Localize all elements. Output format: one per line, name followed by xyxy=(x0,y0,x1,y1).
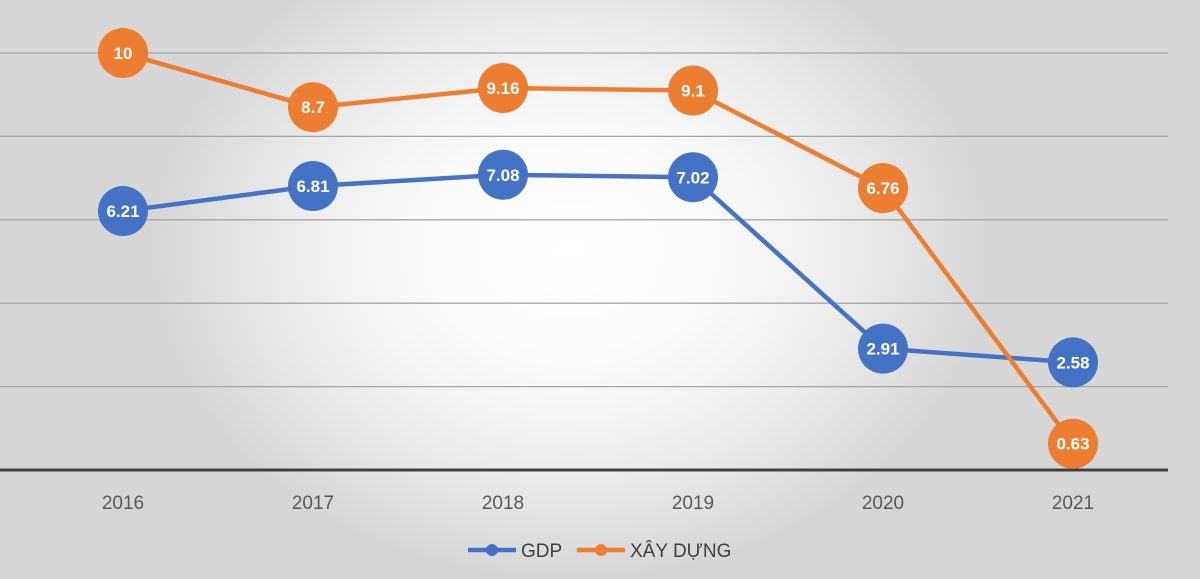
data-point xyxy=(668,65,718,116)
gridlines xyxy=(0,52,1168,388)
data-point xyxy=(478,149,528,200)
data-label: 7.02 xyxy=(676,168,709,187)
data-point xyxy=(98,28,148,78)
data-point xyxy=(478,63,528,114)
data-point xyxy=(1048,337,1098,388)
data-label: 10 xyxy=(114,44,133,63)
legend-dot-marker xyxy=(486,544,498,556)
legend-dot-marker xyxy=(595,544,607,556)
legend-label: XÂY DỰNG xyxy=(630,540,731,562)
x-tick-label: 2019 xyxy=(672,493,714,514)
x-tick-label: 2016 xyxy=(102,493,144,514)
data-point xyxy=(98,186,148,237)
data-point xyxy=(288,82,338,133)
legend-label: GDP xyxy=(521,541,562,562)
data-point xyxy=(288,161,338,212)
data-point xyxy=(858,163,908,214)
series-xay-dung: 10 8.7 9.16 9.1 6.76 0.63 xyxy=(98,28,1098,469)
data-label: 6.81 xyxy=(296,177,329,196)
data-point xyxy=(1048,418,1098,469)
data-label: 6.21 xyxy=(106,202,139,221)
series-group: 6.21 6.81 7.08 7.02 2.91 2.58 10 8.7 9.16 9.1 6.76… xyxy=(98,28,1098,469)
legend-item: XÂY DỰNG xyxy=(577,540,731,562)
series-line xyxy=(122,50,1075,446)
x-tick-label: 2021 xyxy=(1052,493,1094,514)
legend-item: GDP xyxy=(468,541,562,562)
data-label: 2.91 xyxy=(866,340,899,359)
data-point xyxy=(858,323,908,374)
data-label: 7.08 xyxy=(486,166,519,185)
x-tick-label: 2018 xyxy=(482,493,524,514)
series-gdp: 6.21 6.81 7.08 7.02 2.91 2.58 xyxy=(98,149,1098,388)
data-label: 8.7 xyxy=(301,98,325,117)
data-label: 9.16 xyxy=(486,79,519,98)
legend: GDP XÂY DỰNG xyxy=(468,540,731,562)
data-point xyxy=(668,152,718,203)
x-tick-label: 2020 xyxy=(862,493,904,514)
x-tick-label: 2017 xyxy=(292,493,334,514)
x-axis: 2016 2017 2018 2019 2020 2021 xyxy=(0,468,1168,514)
series-line xyxy=(122,172,1074,365)
data-label: 6.76 xyxy=(866,179,899,198)
data-label: 9.1 xyxy=(681,82,705,101)
data-label: 0.63 xyxy=(1056,435,1089,454)
data-label: 2.58 xyxy=(1056,353,1089,372)
